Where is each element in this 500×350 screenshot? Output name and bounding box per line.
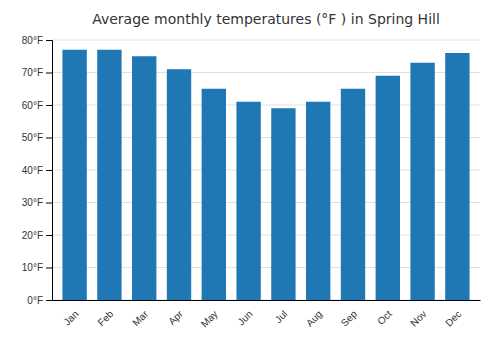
y-axis: 0°F 10°F 20°F 30°F 40°F 50°F 60°F 70°F 80°F — [22, 35, 53, 306]
bar — [376, 76, 400, 300]
tick: Nov — [408, 308, 428, 328]
bar — [445, 53, 469, 300]
tick-mark — [46, 300, 52, 301]
grid — [52, 40, 480, 300]
tick-label: Jun — [235, 308, 254, 327]
tick: May — [199, 308, 220, 329]
bar — [167, 69, 191, 300]
tick-label: 70°F — [22, 67, 43, 78]
tick-label: Feb — [95, 308, 115, 328]
tick-label: 40°F — [22, 165, 43, 176]
tick: Dec — [443, 308, 463, 328]
title: Average monthly temperatures (°F ) in Sp… — [92, 11, 440, 27]
tick: 0°F — [27, 295, 52, 306]
tick-label: 80°F — [22, 35, 43, 46]
tick-label: Jan — [61, 308, 80, 327]
tick: 70°F — [22, 67, 52, 78]
tick: 10°F — [22, 262, 52, 273]
tick: Aug — [304, 308, 324, 328]
bar — [62, 50, 86, 300]
bar — [132, 56, 156, 300]
bar — [306, 102, 330, 300]
tick-mark — [46, 138, 52, 139]
bar — [341, 89, 365, 300]
grid-line — [52, 40, 480, 41]
tick: Jun — [235, 308, 254, 327]
tick-label: 20°F — [22, 230, 43, 241]
tick-label: 10°F — [22, 262, 43, 273]
tick: Jul — [273, 308, 290, 325]
bar — [97, 50, 121, 300]
tick-mark — [46, 40, 52, 41]
tick: 50°F — [22, 132, 52, 143]
tick: Jan — [61, 308, 80, 327]
tick: 20°F — [22, 230, 52, 241]
bar — [202, 89, 226, 300]
axis-line — [46, 41, 53, 301]
tick: Apr — [166, 308, 185, 327]
tick-label: Aug — [304, 308, 324, 328]
chart: 0°F 10°F 20°F 30°F 40°F 50°F 60°F 70°F 80°F Jan Fe… — [0, 0, 500, 350]
tick: 30°F — [22, 197, 52, 208]
tick: Sep — [339, 308, 360, 329]
tick: 80°F — [22, 35, 52, 46]
bar — [271, 108, 295, 300]
tick: 60°F — [22, 100, 52, 111]
tick-mark — [46, 235, 52, 236]
tick-label: Nov — [408, 308, 428, 328]
tick-mark — [46, 105, 52, 106]
tick-label: 30°F — [22, 197, 43, 208]
tick-label: 50°F — [22, 132, 43, 143]
tick-label: Mar — [130, 308, 150, 328]
tick-label: May — [199, 308, 220, 329]
tick-label: Jul — [273, 308, 290, 325]
tick-label: Apr — [166, 308, 185, 327]
tick-label: 0°F — [27, 295, 43, 306]
plot: 0°F 10°F 20°F 30°F 40°F 50°F 60°F 70°F 80°F Jan Fe… — [22, 35, 481, 330]
bars — [62, 50, 469, 300]
tick: 40°F — [22, 165, 52, 176]
tick-mark — [46, 73, 52, 74]
tick-label: 60°F — [22, 100, 43, 111]
bar — [410, 63, 434, 300]
tick: Feb — [95, 308, 115, 328]
tick-label: Dec — [443, 308, 463, 328]
x-axis: Jan Feb Mar Apr May Jun Jul Aug Sep Oct Nov Dec — [53, 301, 481, 330]
axis-line — [53, 300, 481, 301]
tick: Mar — [130, 308, 150, 328]
tick-mark — [46, 268, 52, 269]
tick-label: Oct — [375, 308, 394, 327]
tick: Oct — [375, 308, 394, 327]
bar — [236, 102, 260, 300]
tick-mark — [46, 203, 52, 204]
tick-mark — [46, 170, 52, 171]
tick-label: Sep — [339, 308, 360, 329]
